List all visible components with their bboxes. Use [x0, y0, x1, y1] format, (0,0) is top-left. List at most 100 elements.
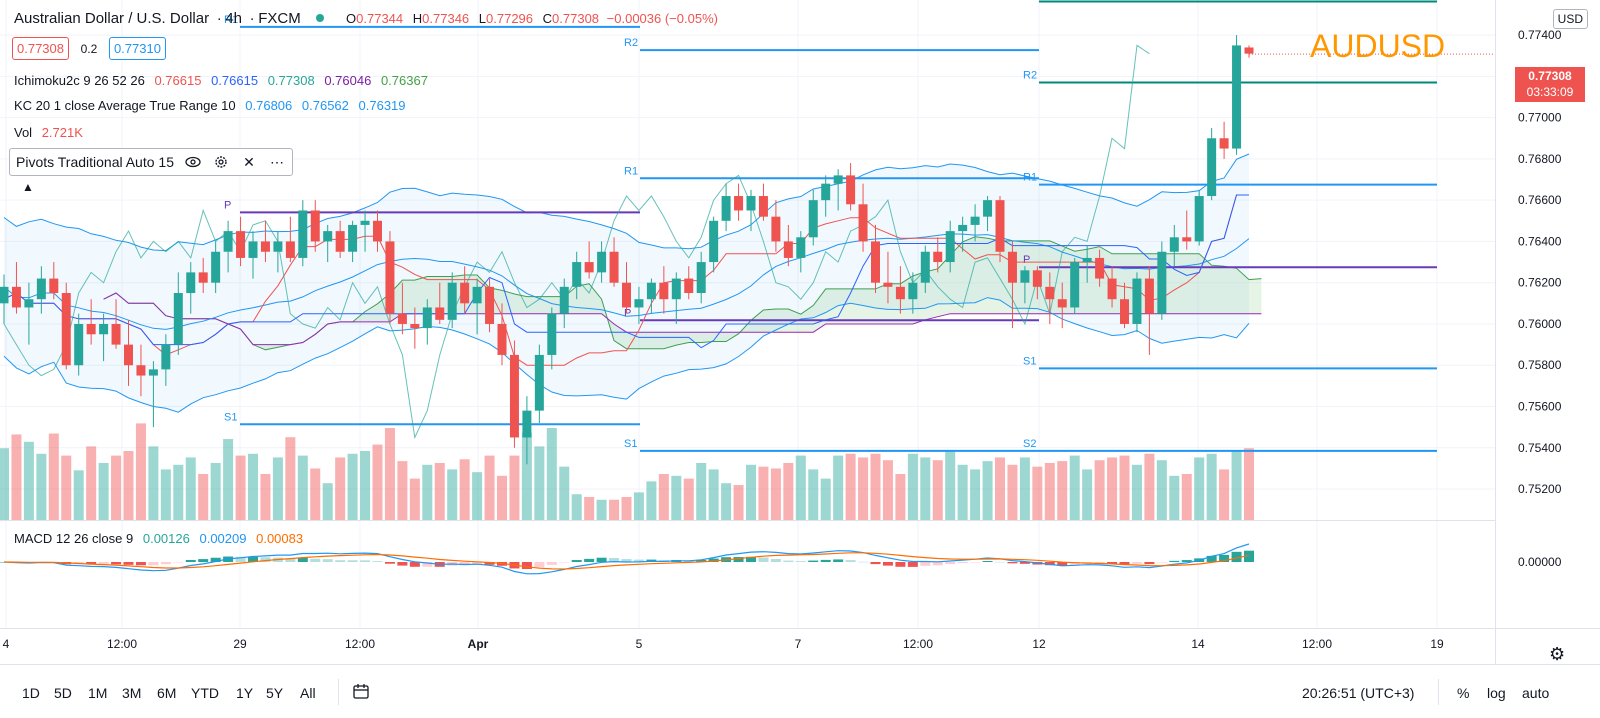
candle-body — [361, 221, 370, 225]
chart-settings-icon[interactable]: ⚙ — [1549, 644, 1565, 665]
candle-body — [821, 184, 830, 201]
macd-hist-bar — [858, 562, 868, 563]
volume-bar — [1070, 456, 1080, 520]
macd-hist-bar — [933, 562, 943, 565]
volume-bar — [435, 463, 445, 520]
volume-bar — [161, 469, 171, 520]
volume-bar — [871, 454, 881, 520]
candle-body — [946, 231, 955, 262]
interval-label[interactable]: 4h — [225, 10, 242, 27]
macd-hist-bar — [198, 559, 208, 562]
range-all-button[interactable]: All — [300, 685, 316, 701]
volume-bar — [385, 428, 395, 520]
range-6m-button[interactable]: 6M — [157, 685, 176, 701]
volume-bar — [783, 463, 793, 520]
volume-bar — [24, 442, 34, 520]
volume-bar — [74, 470, 84, 520]
sell-button[interactable]: 0.77308 — [12, 37, 69, 60]
kc-legend[interactable]: KC 20 1 close Average True Range 10 0.76… — [14, 98, 406, 113]
candle-body — [933, 252, 942, 262]
volume-bar — [1182, 474, 1192, 520]
candle-body — [224, 231, 233, 252]
volume-bar — [223, 439, 233, 520]
currency-button[interactable]: USD — [1553, 9, 1588, 29]
close-icon[interactable]: ✕ — [240, 153, 258, 171]
volume-bar — [734, 485, 744, 520]
macd-hist-bar — [1169, 561, 1179, 562]
volume-bar — [373, 445, 383, 520]
auto-scale-button[interactable]: auto — [1522, 685, 1549, 701]
pivot-label-p: P — [1023, 254, 1030, 266]
macd-hist-bar — [796, 561, 806, 562]
range-1y-button[interactable]: 1Y — [236, 685, 253, 701]
candle-body — [62, 293, 71, 365]
price-tick-label: 0.75400 — [1518, 441, 1562, 455]
volume-bar — [622, 497, 632, 520]
macd-line-value: 0.00209 — [199, 531, 246, 546]
date-range-icon[interactable] — [352, 683, 370, 706]
volume-bar — [285, 437, 295, 520]
macd-hist-bar — [808, 561, 818, 562]
open-label: O — [346, 11, 356, 26]
volume-bar — [1082, 469, 1092, 520]
volume-bar — [0, 448, 9, 520]
percent-scale-button[interactable]: % — [1457, 685, 1469, 701]
range-1d-button[interactable]: 1D — [22, 685, 40, 701]
time-tick-label: 5 — [636, 637, 643, 651]
volume-bar — [1244, 448, 1254, 520]
time-tick-label: 19 — [1430, 637, 1444, 651]
range-5d-button[interactable]: 5D — [54, 685, 72, 701]
clock-label[interactable]: 20:26:51 (UTC+3) — [1302, 685, 1414, 701]
range-1m-button[interactable]: 1M — [88, 685, 107, 701]
candle-body — [697, 262, 706, 293]
last-price-value: 0.77308 — [1515, 68, 1585, 84]
volume-bar — [360, 451, 370, 520]
volume-bar — [1132, 465, 1142, 520]
macd-hist-bar — [783, 561, 793, 562]
candle-body — [12, 287, 21, 308]
volume-bar — [746, 465, 756, 520]
volume-bar — [1032, 467, 1042, 520]
pivots-legend[interactable]: Pivots Traditional Auto 15 ✕ ⋯ — [9, 148, 293, 176]
volume-bar — [111, 456, 121, 520]
range-5y-button[interactable]: 5Y — [266, 685, 283, 701]
ichimoku-spana-value: 0.76046 — [324, 73, 371, 88]
volume-bar — [846, 454, 856, 520]
pivot-label-r2: R2 — [624, 37, 638, 49]
range-3m-button[interactable]: 3M — [122, 685, 141, 701]
log-scale-button[interactable]: log — [1487, 685, 1506, 701]
macd-hist-bar — [111, 562, 121, 564]
collapse-legend-icon[interactable]: ▲ — [17, 178, 39, 196]
candle-body — [597, 252, 606, 273]
eye-icon[interactable] — [184, 153, 202, 171]
volume-bar — [858, 457, 868, 520]
candle-body — [149, 369, 158, 375]
macd-hist-bar — [995, 562, 1005, 563]
candle-body — [1083, 258, 1092, 262]
volume-bar — [771, 468, 781, 520]
macd-hist-bar — [310, 559, 320, 562]
volume-bar — [248, 454, 258, 520]
volume-legend[interactable]: Vol 2.721K — [14, 125, 83, 140]
settings-gear-icon[interactable] — [212, 153, 230, 171]
macd-hist-bar — [173, 562, 183, 563]
candle-body — [647, 283, 656, 300]
more-icon[interactable]: ⋯ — [268, 153, 286, 171]
candle-body — [722, 196, 731, 221]
candle-body — [684, 279, 693, 293]
macd-legend[interactable]: MACD 12 26 close 9 0.00126 0.00209 0.000… — [14, 531, 303, 546]
ichimoku-legend[interactable]: Ichimoku2c 9 26 52 26 0.76615 0.76615 0.… — [14, 73, 428, 88]
candle-body — [1070, 262, 1079, 307]
macd-signal-value: 0.00083 — [256, 531, 303, 546]
time-tick-label: 4 — [3, 637, 10, 651]
candle-body — [846, 175, 855, 204]
range-ytd-button[interactable]: YTD — [191, 685, 219, 701]
candle-body — [385, 241, 394, 313]
symbol-title[interactable]: Australian Dollar / U.S. Dollar — [14, 10, 209, 27]
volume-bar — [460, 459, 470, 520]
volume-bar — [273, 457, 283, 520]
buy-button[interactable]: 0.77310 — [109, 37, 166, 60]
candle-body — [485, 287, 494, 324]
volume-bar — [547, 428, 557, 520]
volume-label: Vol — [14, 125, 32, 140]
